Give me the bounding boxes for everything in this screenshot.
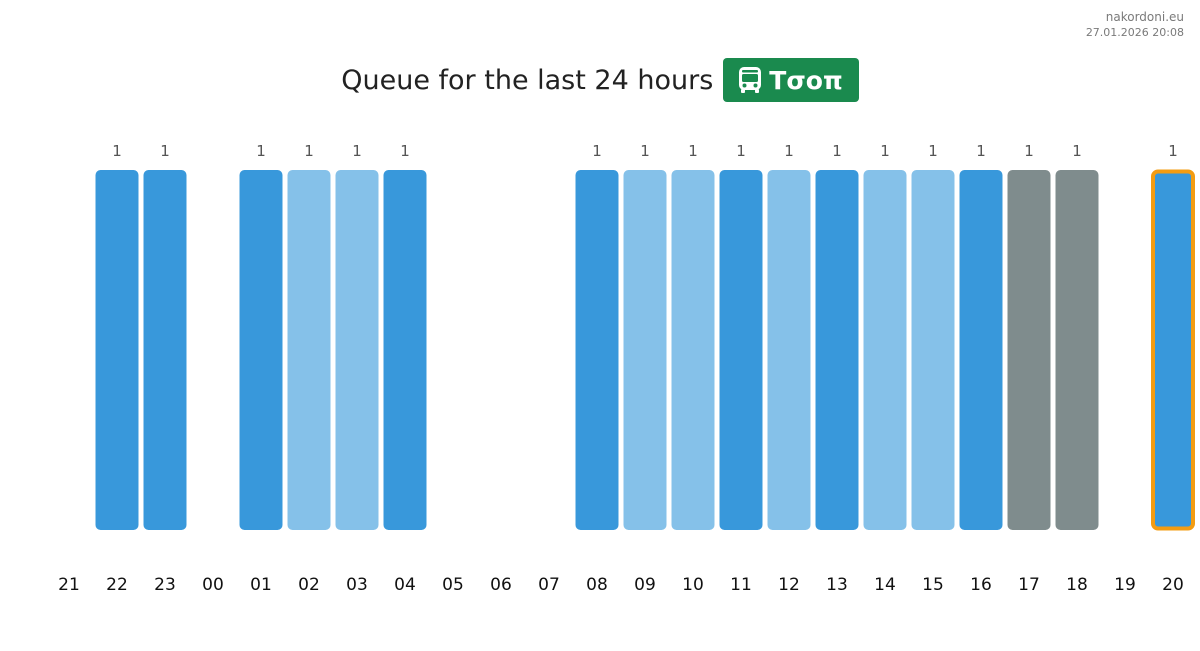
chart-title: Queue for the last 24 hours — [341, 64, 714, 96]
x-tick-label-09: 09 — [634, 575, 656, 595]
bar-11 — [719, 170, 763, 530]
bar-value-label-14: 1 — [880, 142, 890, 160]
x-tick-label-16: 16 — [970, 575, 992, 595]
watermark-site: nakordoni.eu — [1105, 10, 1184, 24]
bar-value-label-17: 1 — [1024, 142, 1034, 160]
bar-14 — [863, 170, 907, 530]
x-tick-label-03: 03 — [346, 575, 368, 595]
bar-value-label-13: 1 — [832, 142, 842, 160]
bar-value-label-18: 1 — [1072, 142, 1082, 160]
badge-label: Τσοπ — [769, 65, 843, 95]
bar-value-label-01: 1 — [256, 142, 266, 160]
bar-18 — [1055, 170, 1099, 530]
bar-03 — [335, 170, 379, 530]
x-tick-label-14: 14 — [874, 575, 896, 595]
border-type-badge: Τσοπ — [723, 58, 859, 102]
bar-value-label-08: 1 — [592, 142, 602, 160]
x-tick-label-20: 20 — [1162, 575, 1184, 595]
bus-icon — [737, 66, 763, 94]
x-tick-label-11: 11 — [730, 575, 752, 595]
x-tick-label-04: 04 — [394, 575, 416, 595]
bar-value-label-22: 1 — [112, 142, 122, 160]
bar-13 — [815, 170, 859, 530]
bar-10 — [671, 170, 715, 530]
bar-01 — [239, 170, 283, 530]
x-tick-label-21: 21 — [58, 575, 80, 595]
bar-value-label-04: 1 — [400, 142, 410, 160]
bar-value-label-12: 1 — [784, 142, 794, 160]
x-tick-label-08: 08 — [586, 575, 608, 595]
bar-22 — [95, 170, 139, 530]
x-tick-label-12: 12 — [778, 575, 800, 595]
bar-20 — [1151, 169, 1195, 531]
x-tick-label-05: 05 — [442, 575, 464, 595]
x-tick-label-17: 17 — [1018, 575, 1040, 595]
x-tick-label-23: 23 — [154, 575, 176, 595]
bar-value-label-15: 1 — [928, 142, 938, 160]
bar-09 — [623, 170, 667, 530]
x-tick-label-15: 15 — [922, 575, 944, 595]
x-tick-label-18: 18 — [1066, 575, 1088, 595]
bar-02 — [287, 170, 331, 530]
bar-23 — [143, 170, 187, 530]
bar-value-label-10: 1 — [688, 142, 698, 160]
x-tick-label-07: 07 — [538, 575, 560, 595]
bar-08 — [575, 170, 619, 530]
bar-15 — [911, 170, 955, 530]
x-tick-label-02: 02 — [298, 575, 320, 595]
bar-value-label-20: 1 — [1168, 142, 1178, 160]
x-tick-label-19: 19 — [1114, 575, 1136, 595]
bar-value-label-09: 1 — [640, 142, 650, 160]
watermark: nakordoni.eu 27.01.2026 20:08 — [1086, 9, 1184, 41]
chart-header: Queue for the last 24 hours Τσοπ — [0, 58, 1200, 102]
x-tick-label-13: 13 — [826, 575, 848, 595]
bar-12 — [767, 170, 811, 530]
bar-16 — [959, 170, 1003, 530]
bar-17 — [1007, 170, 1051, 530]
bar-value-label-11: 1 — [736, 142, 746, 160]
bar-value-label-16: 1 — [976, 142, 986, 160]
x-tick-label-01: 01 — [250, 575, 272, 595]
x-tick-label-10: 10 — [682, 575, 704, 595]
bar-04 — [383, 170, 427, 530]
bar-value-label-03: 1 — [352, 142, 362, 160]
x-tick-label-00: 00 — [202, 575, 224, 595]
watermark-timestamp: 27.01.2026 20:08 — [1085, 26, 1184, 39]
x-tick-label-06: 06 — [490, 575, 512, 595]
x-tick-label-22: 22 — [106, 575, 128, 595]
bar-value-label-23: 1 — [160, 142, 170, 160]
bar-value-label-02: 1 — [304, 142, 314, 160]
